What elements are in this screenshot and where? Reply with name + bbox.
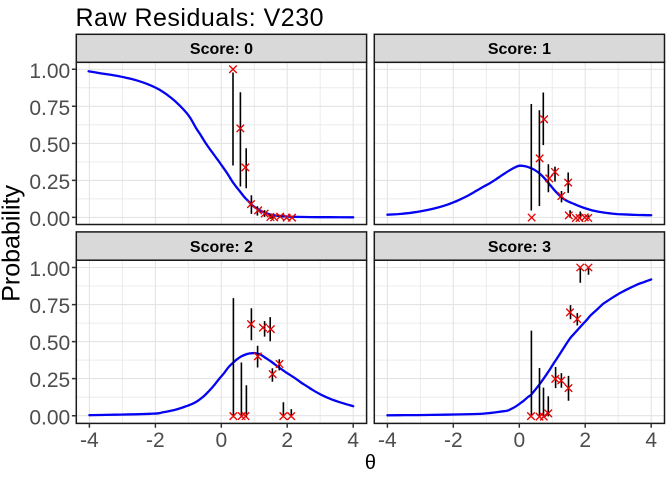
svg-text:0.75: 0.75 — [29, 295, 70, 318]
svg-text:0: 0 — [215, 429, 227, 452]
svg-text:1.00: 1.00 — [29, 60, 70, 83]
svg-text:0.50: 0.50 — [29, 134, 70, 157]
svg-text:0.50: 0.50 — [29, 332, 70, 355]
svg-text:0.25: 0.25 — [29, 369, 70, 392]
svg-text:-4: -4 — [378, 429, 397, 452]
svg-text:1.00: 1.00 — [29, 258, 70, 281]
svg-text:0.00: 0.00 — [29, 406, 70, 429]
svg-text:4: 4 — [347, 429, 359, 452]
svg-text:θ: θ — [365, 452, 376, 474]
svg-text:-2: -2 — [146, 429, 165, 452]
svg-text:0: 0 — [513, 429, 525, 452]
svg-text:Score: 0: Score: 0 — [190, 41, 253, 58]
svg-text:Raw Residuals: V230: Raw Residuals: V230 — [76, 4, 325, 32]
svg-text:Probability: Probability — [0, 185, 26, 302]
svg-text:0.25: 0.25 — [29, 171, 70, 194]
svg-text:Score: 3: Score: 3 — [488, 239, 551, 256]
svg-text:0.00: 0.00 — [29, 208, 70, 231]
svg-text:2: 2 — [281, 429, 293, 452]
svg-text:0.75: 0.75 — [29, 97, 70, 120]
svg-text:-2: -2 — [444, 429, 463, 452]
svg-text:Score: 1: Score: 1 — [488, 41, 551, 58]
svg-text:-4: -4 — [80, 429, 99, 452]
svg-text:Score: 2: Score: 2 — [190, 239, 253, 256]
svg-text:2: 2 — [579, 429, 591, 452]
svg-text:4: 4 — [645, 429, 657, 452]
